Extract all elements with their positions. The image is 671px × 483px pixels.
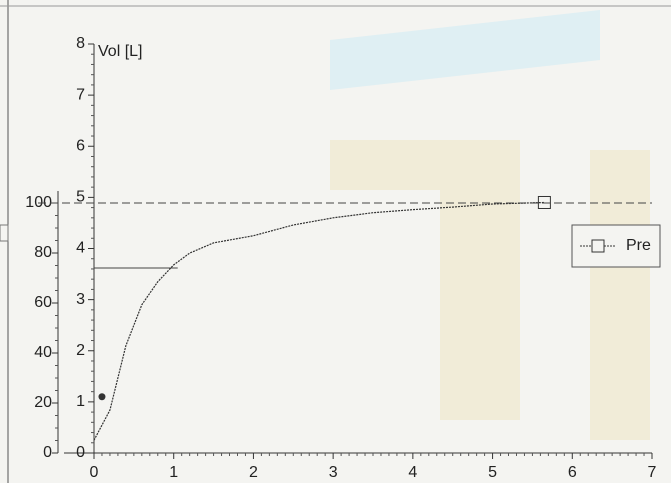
y-tick-label: 7 (76, 86, 85, 103)
y-tick-label: 0 (76, 444, 85, 461)
frame-handle (0, 224, 9, 242)
x-tick-label: 7 (648, 464, 657, 481)
legend-marker (591, 239, 605, 253)
watermark (330, 10, 600, 90)
y-tick-label: 1 (76, 393, 85, 410)
x-tick-label: 6 (568, 464, 577, 481)
x-tick-label: 1 (169, 464, 178, 481)
y-tick-label: 6 (76, 137, 85, 154)
x-tick-label: 0 (90, 464, 99, 481)
watermark (590, 150, 650, 440)
y2-tick-label: 20 (34, 394, 52, 411)
watermark (440, 150, 520, 420)
data-line (93, 201, 545, 441)
y-tick-label: 4 (76, 240, 85, 257)
y2-tick-label: 60 (34, 294, 52, 311)
y2-tick-label: 0 (43, 444, 52, 461)
y-axis-label: Vol [L] (98, 43, 142, 60)
x-tick-label: 4 (408, 464, 417, 481)
y-tick-label: 2 (76, 342, 85, 359)
x-tick-label: 3 (329, 464, 338, 481)
y-tick-label: 8 (76, 35, 85, 52)
x-tick-label: 2 (249, 464, 258, 481)
legend-label: Pre (626, 237, 651, 254)
x-tick-label: 5 (488, 464, 497, 481)
point (98, 393, 106, 401)
y-tick-label: 3 (76, 291, 85, 308)
y2-tick-label: 40 (34, 344, 52, 361)
y2-tick-label: 80 (34, 244, 52, 261)
end-marker (537, 195, 551, 209)
y-tick-label: 5 (76, 189, 85, 206)
